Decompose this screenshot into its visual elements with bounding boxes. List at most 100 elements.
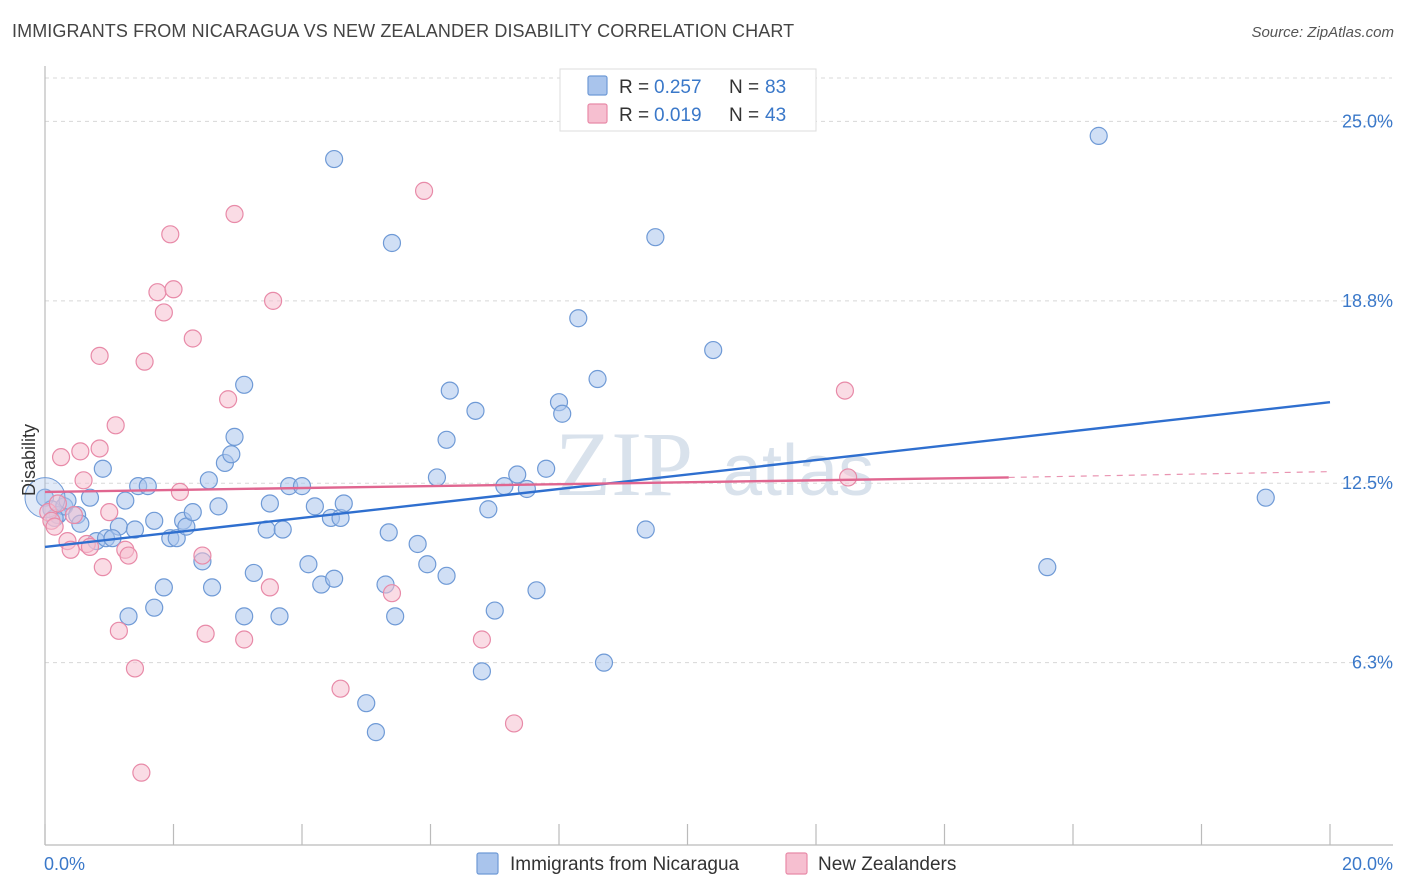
newzealand-point-29 bbox=[219, 390, 238, 409]
legend-r-label-2: R = bbox=[619, 105, 649, 126]
nicaragua-point-70 bbox=[594, 653, 614, 672]
newzealand-point-13 bbox=[100, 503, 119, 522]
legend-n-value-2: 43 bbox=[765, 105, 786, 126]
newzealand-point-31 bbox=[235, 630, 254, 649]
chart-source: Source: ZipAtlas.com bbox=[1251, 24, 1394, 41]
newzealand-point-36 bbox=[414, 181, 434, 200]
nicaragua-point-79 bbox=[260, 494, 279, 513]
newzealand-point-42 bbox=[74, 471, 93, 490]
nicaragua-point-73 bbox=[704, 340, 723, 360]
newzealand-point-40 bbox=[835, 381, 855, 400]
nicaragua-point-38 bbox=[273, 520, 292, 539]
nicaragua-point-19 bbox=[125, 520, 145, 539]
axes bbox=[44, 66, 1393, 846]
newzealand-point-22 bbox=[154, 303, 173, 322]
newzealand-point-3 bbox=[48, 494, 67, 513]
nicaragua-point-35 bbox=[244, 563, 263, 583]
newzealand-point-12 bbox=[93, 558, 112, 577]
newzealand-point-25 bbox=[170, 482, 190, 501]
nicaragua-point-52 bbox=[386, 607, 405, 626]
legend-n-label-1: N = bbox=[729, 77, 759, 98]
nicaragua-point-80 bbox=[183, 503, 202, 522]
nicaragua-point-37 bbox=[270, 607, 289, 626]
nicaragua-point-59 bbox=[466, 401, 485, 420]
series-legend: Immigrants from Nicaragua New Zealanders bbox=[476, 852, 956, 875]
nicaragua-point-47 bbox=[334, 494, 353, 513]
newzealand-point-24 bbox=[164, 280, 183, 299]
trend-line-newzealand bbox=[44, 476, 1009, 494]
nicaragua-point-63 bbox=[508, 465, 527, 484]
nicaragua-point-67 bbox=[553, 404, 572, 423]
trend-line-newzealand-extension bbox=[1008, 471, 1331, 479]
legend-r-value-2: 0.019 bbox=[654, 105, 702, 126]
nicaragua-point-55 bbox=[427, 468, 447, 487]
newzealand-point-7 bbox=[64, 505, 84, 525]
trend-lines bbox=[44, 400, 1331, 549]
nicaragua-point-72 bbox=[646, 228, 665, 247]
newzealand-point-21 bbox=[148, 283, 167, 302]
nicaragua-point-56 bbox=[437, 566, 456, 585]
nicaragua-point-8 bbox=[80, 488, 100, 507]
y-tick-label-2: 18.8% bbox=[1342, 291, 1393, 311]
bottom-legend-label-1: Immigrants from Nicaragua bbox=[510, 854, 740, 875]
legend-r-label-1: R = bbox=[619, 77, 649, 98]
nicaragua-point-28 bbox=[202, 578, 222, 597]
y-tick-label-3: 25.0% bbox=[1342, 111, 1393, 131]
nicaragua-point-16 bbox=[138, 477, 157, 496]
newzealand-point-39 bbox=[839, 468, 858, 487]
nicaragua-point-27 bbox=[199, 471, 218, 490]
nicaragua-point-32 bbox=[225, 427, 244, 446]
correlation-legend: R = 0.257 N = 83 R = 0.019 N = 43 bbox=[559, 68, 817, 132]
nicaragua-point-20 bbox=[145, 598, 164, 617]
nicaragua-point-69 bbox=[588, 369, 607, 389]
newzealand-point-15 bbox=[109, 621, 128, 640]
y-tick-label-0: 6.3% bbox=[1352, 653, 1393, 673]
nicaragua-point-54 bbox=[418, 555, 437, 574]
newzealand-point-14 bbox=[106, 416, 125, 435]
x-tick-label-1: 20.0% bbox=[1342, 854, 1393, 874]
nicaragua-point-61 bbox=[485, 601, 504, 620]
nicaragua-point-58 bbox=[440, 381, 459, 400]
newzealand-point-11 bbox=[90, 439, 109, 458]
nicaragua-point-68 bbox=[569, 309, 588, 328]
nicaragua-point-33 bbox=[235, 375, 254, 394]
nicaragua-point-81 bbox=[537, 459, 556, 478]
newzealand-point-33 bbox=[263, 291, 283, 310]
nicaragua-point-49 bbox=[366, 723, 385, 742]
y-axis-label: Disability bbox=[19, 424, 39, 496]
nicaragua-point-17 bbox=[145, 511, 164, 530]
nicaragua-point-45 bbox=[325, 569, 344, 588]
bottom-legend-swatch-blue bbox=[476, 852, 499, 875]
newzealand-point-18 bbox=[125, 659, 145, 678]
legend-n-value-1: 83 bbox=[765, 77, 786, 98]
x-tick-label-0: 0.0% bbox=[44, 854, 85, 874]
nicaragua-point-65 bbox=[527, 581, 546, 600]
tick-labels: 6.3% 12.5% 18.8% 25.0% 0.0% 20.0% bbox=[44, 111, 1393, 874]
nicaragua-point-42 bbox=[305, 497, 324, 516]
nicaragua-point-18 bbox=[119, 607, 138, 626]
nicaragua-point-21 bbox=[154, 578, 173, 597]
newzealand-point-35 bbox=[382, 584, 402, 603]
nicaragua-point-13 bbox=[93, 459, 112, 478]
newzealand-point-26 bbox=[183, 329, 202, 348]
nicaragua-point-34 bbox=[235, 607, 254, 626]
newzealand-point-23 bbox=[161, 225, 180, 244]
nicaragua-point-41 bbox=[299, 555, 318, 574]
newzealand-point-34 bbox=[331, 679, 350, 698]
legend-r-value-1: 0.257 bbox=[654, 77, 702, 98]
nicaragua-point-29 bbox=[209, 497, 228, 516]
newzealand-point-32 bbox=[260, 578, 279, 597]
newzealand-point-38 bbox=[504, 714, 524, 733]
nicaragua-point-76 bbox=[1089, 126, 1108, 145]
newzealand-point-37 bbox=[472, 630, 491, 649]
chart-title: IMMIGRANTS FROM NICARAGUA VS NEW ZEALAND… bbox=[12, 21, 795, 41]
nicaragua-point-71 bbox=[636, 520, 655, 539]
nicaragua-point-77 bbox=[1038, 558, 1057, 577]
nicaragua-point-14 bbox=[116, 491, 135, 510]
newzealand-point-20 bbox=[135, 352, 154, 371]
nicaragua-point-51 bbox=[379, 523, 398, 542]
nicaragua-point-31 bbox=[222, 445, 241, 464]
legend-swatch-blue bbox=[587, 75, 608, 96]
nicaragua-point-40 bbox=[292, 477, 312, 496]
